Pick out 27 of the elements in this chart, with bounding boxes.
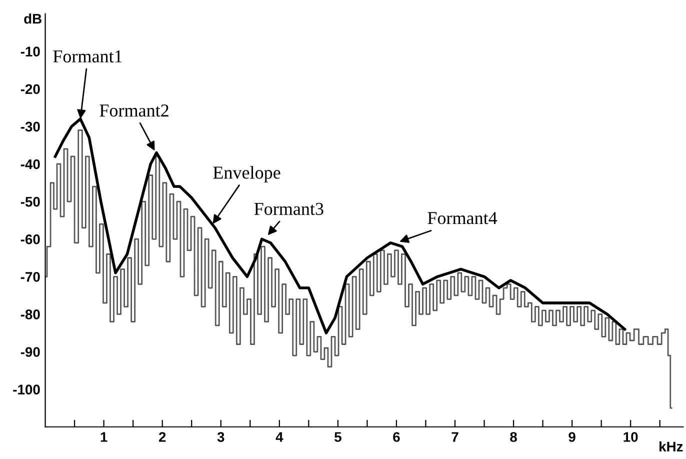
y-tick-label: -40	[20, 159, 40, 170]
x-tick-label: 4	[276, 432, 284, 442]
annotation: Formant4	[428, 212, 498, 224]
y-tick-label: -30	[20, 122, 40, 132]
y-tick-label: -60	[20, 234, 40, 244]
annotation: Formant2	[100, 104, 168, 117]
y-axis-title: dB	[24, 13, 42, 24]
x-tick-label: 3	[217, 432, 224, 442]
x-axis-title: kHz	[660, 441, 683, 452]
x-tick-label: 6	[393, 432, 400, 442]
y-tick-label: -50	[20, 196, 40, 207]
y-tick-label: -70	[20, 272, 40, 282]
y-tick-label: -90	[20, 347, 40, 357]
x-tick-label: 7	[452, 432, 458, 442]
x-tick-label: 5	[334, 432, 342, 442]
y-tick-label: -80	[20, 310, 40, 320]
x-tick-label: 9	[568, 432, 576, 442]
y-tick-label: -20	[20, 84, 40, 94]
x-tick-label: 2	[158, 432, 166, 442]
x-tick-label: 1	[100, 432, 108, 442]
annotation: Envelope	[213, 166, 280, 182]
annotation: Formant3	[254, 202, 324, 216]
annotation: Formant1	[53, 50, 122, 62]
x-tick-label: 8	[510, 432, 517, 442]
y-tick-label: -100	[13, 384, 40, 394]
x-tick-label: 10	[624, 432, 638, 442]
y-tick-label: -10	[20, 46, 40, 56]
